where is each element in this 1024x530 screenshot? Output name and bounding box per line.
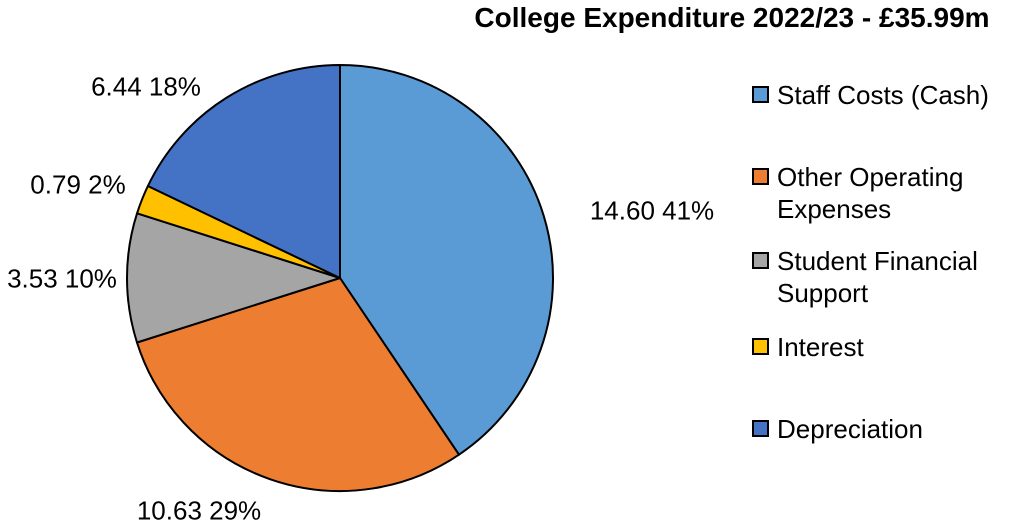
- pie-slice-student-financial-support: [126, 212, 341, 344]
- legend-item-depreciation: Depreciation: [752, 414, 923, 446]
- legend-item-staff-costs-cash: Staff Costs (Cash): [752, 80, 989, 112]
- pie-slice-depreciation: [146, 64, 341, 279]
- legend-item-other-operating-expenses: Other Operating Expenses: [752, 162, 1021, 225]
- data-label-staff-costs-cash: 14.60 41%: [589, 195, 715, 226]
- chart-title: College Expenditure 2022/23 - £35.99m: [474, 2, 990, 33]
- legend-label-other-operating-expenses: Other Operating Expenses: [777, 162, 964, 224]
- legend-label-staff-costs-cash: Staff Costs (Cash): [777, 80, 989, 110]
- pie-slice-staff-costs-cash: [339, 64, 554, 456]
- data-label-other-operating-expenses: 10.63 29%: [136, 495, 262, 526]
- legend-item-student-financial-support: Student Financial Support: [752, 246, 1021, 309]
- legend-item-interest: Interest: [752, 332, 864, 364]
- pie-slice-other-operating-expenses: [136, 277, 460, 492]
- legend-swatch-depreciation: [752, 420, 769, 437]
- legend-label-depreciation: Depreciation: [777, 414, 923, 444]
- legend-label-interest: Interest: [777, 332, 864, 362]
- legend-swatch-interest: [752, 338, 769, 355]
- data-label-depreciation: 6.44 18%: [91, 71, 201, 102]
- legend-swatch-staff-costs-cash: [752, 86, 769, 103]
- legend-swatch-student-financial-support: [752, 252, 769, 269]
- legend-label-student-financial-support: Student Financial Support: [777, 246, 978, 308]
- legend: Staff Costs (Cash) Other Operating Expens…: [752, 0, 1024, 530]
- data-label-student-financial-support: 3.53 10%: [7, 263, 117, 294]
- data-label-interest: 0.79 2%: [30, 169, 126, 200]
- legend-swatch-other-operating-expenses: [752, 168, 769, 185]
